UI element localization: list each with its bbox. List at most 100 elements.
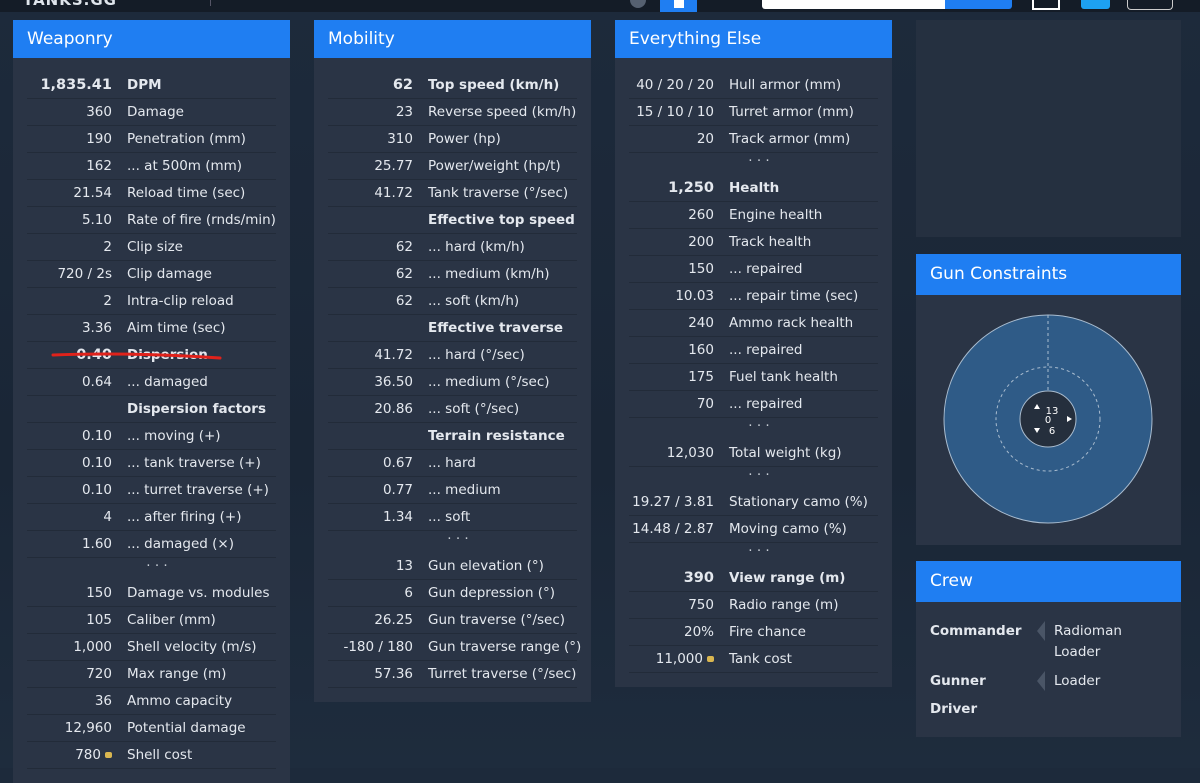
crew-role: Gunner (930, 673, 986, 689)
stat-label: Fuel tank health (729, 369, 838, 385)
stat-label: Gun depression (°) (428, 585, 556, 601)
crew-marker (1037, 621, 1045, 641)
stat-value: 0.10 (81, 455, 112, 471)
stat-row: 40 / 20 / 20 Hull armor (mm) (629, 72, 878, 99)
stat-row: 23 Reverse speed (km/h) (328, 99, 577, 126)
mobility-panel: Mobility 62 Top speed (km/h) 23 Reverse spee… (314, 20, 591, 702)
stat-row: 1,000 Shell velocity (m/s) (27, 634, 276, 661)
section-heading: Terrain resistance (428, 428, 565, 444)
stat-row: 0.10 ... turret traverse (+) (27, 477, 276, 504)
icon[interactable] (660, 0, 697, 12)
stat-label: Damage vs. modules (127, 585, 270, 601)
stat-value: 20 (696, 131, 714, 147)
ellipsis-row: · · · (629, 418, 878, 440)
stat-value: 3.36 (81, 320, 112, 336)
stat-row: 11,000 Tank cost (629, 646, 878, 673)
stat-label: Rate of fire (rnds/min) (127, 212, 276, 228)
stat-label: ... at 500m (mm) (127, 158, 243, 174)
stat-value: 20% (683, 624, 714, 640)
stat-value: 62 (395, 239, 413, 255)
stat-row: 12,960 Potential damage (27, 715, 276, 742)
crew-extra: Loader (1054, 673, 1101, 689)
stat-row: Terrain resistance (328, 423, 577, 450)
stat-value: 62 (395, 293, 413, 309)
stat-row: 41.72 ... hard (°/sec) (328, 342, 577, 369)
icon[interactable] (1081, 0, 1110, 9)
stat-label: ... hard (km/h) (428, 239, 525, 255)
center: 0 (1045, 415, 1051, 426)
panel-title: Weaponry (13, 20, 290, 58)
stat-value: 23 (395, 104, 413, 120)
stat-value: 390 (683, 570, 714, 586)
stat-value: 21.54 (73, 185, 112, 201)
stat-row: 26.25 Gun traverse (°/sec) (328, 607, 577, 634)
stat-value: 190 (86, 131, 112, 147)
stat-row: 780 Shell cost (27, 742, 276, 769)
stat-value: 0.64 (81, 374, 112, 390)
stat-row: 20.86 ... soft (°/sec) (328, 396, 577, 423)
stat-label: DPM (127, 77, 162, 93)
gun-diagram: 13 0 6 (943, 314, 1153, 524)
stat-row: 260 Engine health (629, 202, 878, 229)
stat-label: Tank traverse (°/sec) (428, 185, 569, 201)
stat-value: 6 (404, 585, 413, 601)
ellipsis-row: · · · (629, 153, 878, 175)
stat-value: 175 (688, 369, 714, 385)
stat-row: 0.10 ... tank traverse (+) (27, 450, 276, 477)
stat-label: Ammo capacity (127, 693, 233, 709)
stat-row: 200 Track health (629, 229, 878, 256)
stat-value: 41.72 (374, 347, 413, 363)
stat-row: 0.64 ... damaged (27, 369, 276, 396)
stat-row: 240 Ammo rack health (629, 310, 878, 337)
ellipsis: · · · (447, 531, 469, 547)
stat-label: Dispersion (127, 347, 208, 363)
stat-label: Top speed (km/h) (428, 77, 560, 93)
stat-row: 20 Track armor (mm) (629, 126, 878, 153)
stat-row: 5.10 Rate of fire (rnds/min) (27, 207, 276, 234)
stat-label: View range (m) (729, 570, 846, 586)
ellipsis: · · · (748, 418, 770, 434)
stat-row: 150 Damage vs. modules (27, 580, 276, 607)
stat-value: 1,835.41 (40, 77, 112, 93)
stat-row: 20% Fire chance (629, 619, 878, 646)
ellipsis-row: · · · (27, 558, 276, 580)
icon[interactable] (630, 0, 646, 8)
stat-label: Engine health (729, 207, 823, 223)
ellipsis: · · · (146, 558, 168, 574)
stat-list: 1,835.41 DPM 360 Damage 190 Penetration (mm) 1… (13, 58, 290, 783)
stat-row: -180 / 180 Gun traverse range (°) (328, 634, 581, 661)
stat-row: 0.40 Dispersion (27, 342, 276, 369)
stat-value: 4 (103, 509, 112, 525)
stat-row: 4 ... after firing (+) (27, 504, 276, 531)
stat-label: Reload time (sec) (127, 185, 246, 201)
stat-row: 750 Radio range (m) (629, 592, 878, 619)
search-button[interactable] (945, 0, 1012, 9)
stat-row: 160 ... repaired (629, 337, 878, 364)
stat-value: 105 (86, 612, 112, 628)
search-input[interactable] (762, 0, 945, 9)
stat-row: 0.67 ... hard (328, 450, 577, 477)
panel-title: Crew (916, 561, 1181, 602)
stat-value: 260 (688, 207, 714, 223)
divider (210, 0, 211, 6)
icon[interactable] (1127, 0, 1173, 10)
stat-label: ... damaged (127, 374, 208, 390)
stat-label: Gun traverse (°/sec) (428, 612, 566, 628)
stat-label: ... soft (°/sec) (428, 401, 520, 417)
stat-row: 70 ... repaired (629, 391, 878, 418)
stat-value: 0.77 (382, 482, 413, 498)
stat-row: 36.50 ... medium (°/sec) (328, 369, 577, 396)
stat-label: Reverse speed (km/h) (428, 104, 577, 120)
stat-row: 105 Caliber (mm) (27, 607, 276, 634)
stat-value: 750 (688, 597, 714, 613)
everything-else-panel: Everything Else 40 / 20 / 20 Hull armor (m… (615, 20, 892, 687)
stat-label: Health (729, 180, 780, 196)
stat-label: ... medium (km/h) (428, 266, 550, 282)
stat-value: 5.10 (81, 212, 112, 228)
icon[interactable] (1032, 0, 1060, 10)
stat-row: 6 Gun depression (°) (328, 580, 577, 607)
stat-label: Shell cost (127, 747, 193, 763)
stat-value: -180 / 180 (343, 639, 413, 655)
logo[interactable]: TANKS.GG (23, 0, 117, 9)
crew-role: Driver (930, 701, 978, 717)
